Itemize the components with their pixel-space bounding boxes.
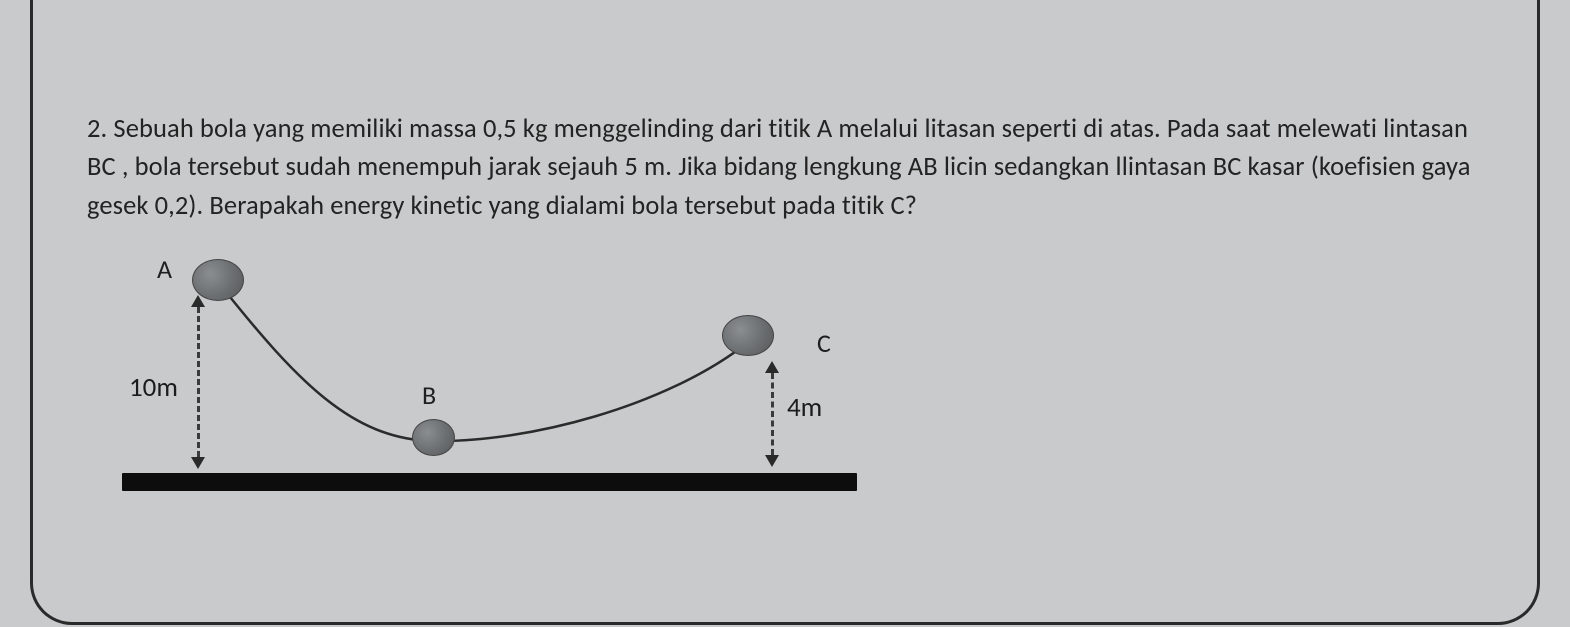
question-card: 2. Sebuah bola yang memiliki massa 0,5 k…: [30, 0, 1540, 625]
height-line-a: [197, 307, 200, 457]
arrow-a-up: [191, 295, 205, 307]
arrow-a-down: [191, 457, 205, 469]
height-a: 10m: [129, 371, 178, 404]
height-a-val: 10m: [129, 371, 178, 404]
label-c: C: [817, 327, 831, 359]
height-c-val: 4m: [787, 391, 822, 424]
height-c: 4m: [787, 391, 822, 424]
label-b: B: [422, 379, 436, 411]
curve-path: [222, 287, 747, 441]
ball-c: [722, 315, 774, 356]
trajectory-diagram: A 10m B C 4m: [87, 251, 847, 501]
height-line-c: [771, 373, 774, 455]
question-number: 2.: [87, 113, 107, 145]
arrow-c-down: [765, 455, 779, 467]
question-text: 2. Sebuah bola yang memiliki massa 0,5 k…: [87, 110, 1483, 225]
question-body: Sebuah bola yang memiliki massa 0,5 kg m…: [87, 113, 1471, 222]
label-a: A: [157, 253, 172, 285]
ball-b: [412, 419, 455, 456]
arrow-c-up: [765, 361, 779, 373]
